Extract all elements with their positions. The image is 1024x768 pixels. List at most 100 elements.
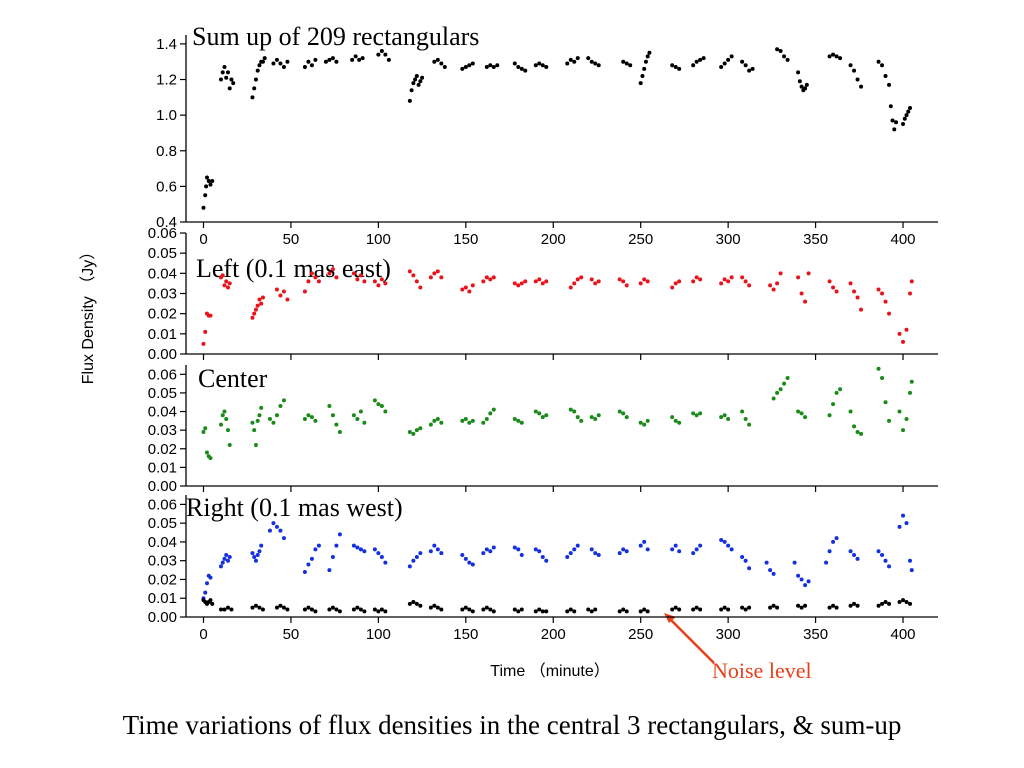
data-point xyxy=(575,543,580,548)
y-tick-label: 0.6 xyxy=(156,178,177,195)
y-tick-label: 0.02 xyxy=(148,441,177,458)
data-point xyxy=(799,411,804,416)
data-point xyxy=(255,303,260,308)
data-point xyxy=(880,601,885,606)
data-point xyxy=(596,413,601,418)
data-point xyxy=(250,551,255,556)
data-point xyxy=(887,418,892,423)
data-point xyxy=(418,285,423,290)
data-point xyxy=(411,273,416,278)
data-point xyxy=(892,127,897,132)
data-point xyxy=(218,77,223,82)
data-point xyxy=(677,279,682,284)
data-point xyxy=(904,416,909,421)
data-point xyxy=(638,609,643,614)
data-point xyxy=(512,61,517,66)
data-point xyxy=(519,553,524,558)
data-point xyxy=(621,59,626,64)
data-point xyxy=(428,275,433,280)
data-point xyxy=(358,607,363,612)
data-point xyxy=(432,418,437,423)
data-point xyxy=(624,283,629,288)
data-point xyxy=(206,179,211,184)
data-point xyxy=(638,420,643,425)
y-tick-label: 0.02 xyxy=(148,571,177,588)
data-point xyxy=(593,551,598,556)
data-point xyxy=(281,398,286,403)
data-point xyxy=(491,545,496,550)
data-point xyxy=(407,430,412,435)
data-point xyxy=(831,52,836,57)
data-point xyxy=(909,279,914,284)
data-point xyxy=(488,411,493,416)
data-point xyxy=(372,547,377,552)
data-point xyxy=(876,287,881,292)
data-point xyxy=(495,63,500,68)
data-point xyxy=(670,547,675,552)
data-point xyxy=(880,291,885,296)
data-point xyxy=(420,75,425,80)
data-point xyxy=(222,556,227,561)
data-point xyxy=(540,63,545,68)
data-point xyxy=(257,605,262,610)
x-tick-label: 200 xyxy=(541,626,566,643)
data-point xyxy=(698,277,703,282)
data-point xyxy=(306,279,311,284)
data-point xyxy=(572,609,577,614)
data-point xyxy=(806,579,811,584)
data-point xyxy=(267,416,272,421)
data-point xyxy=(379,554,384,559)
data-point xyxy=(778,387,783,392)
data-point xyxy=(533,547,538,552)
data-point xyxy=(435,416,440,421)
data-point xyxy=(897,599,902,604)
data-point xyxy=(231,81,236,86)
data-point xyxy=(589,547,594,552)
data-point xyxy=(803,299,808,304)
data-point xyxy=(224,279,229,284)
data-point xyxy=(210,179,215,184)
data-point xyxy=(722,605,727,610)
data-point xyxy=(670,607,675,612)
data-point xyxy=(540,554,545,559)
data-point xyxy=(355,416,360,421)
data-point xyxy=(537,61,542,66)
data-point xyxy=(880,376,885,381)
data-point xyxy=(747,283,752,288)
y-tick-label: 0.04 xyxy=(148,265,177,282)
data-point xyxy=(677,66,682,71)
data-point xyxy=(640,73,645,78)
data-point xyxy=(512,416,517,421)
data-point xyxy=(224,553,229,558)
data-point xyxy=(257,63,262,68)
data-point xyxy=(267,528,272,533)
data-point xyxy=(379,277,384,282)
data-point xyxy=(516,418,521,423)
data-point xyxy=(694,547,699,552)
data-point xyxy=(220,413,225,418)
data-point xyxy=(803,583,808,588)
y-tick-label: 0.05 xyxy=(148,385,177,402)
data-point xyxy=(852,424,857,429)
data-point xyxy=(855,603,860,608)
data-point xyxy=(376,551,381,556)
data-point xyxy=(460,418,465,423)
data-point xyxy=(565,554,570,559)
data-point xyxy=(701,56,706,61)
y-tick-label: 0.04 xyxy=(148,404,177,421)
data-point xyxy=(225,285,230,290)
data-point xyxy=(327,57,332,62)
data-point xyxy=(673,605,678,610)
data-point xyxy=(274,605,279,610)
data-point xyxy=(203,193,208,198)
data-point xyxy=(645,54,650,59)
data-point xyxy=(488,63,493,68)
data-point xyxy=(540,609,545,614)
data-point xyxy=(274,524,279,529)
data-point xyxy=(778,49,783,54)
data-point xyxy=(274,413,279,418)
data-point xyxy=(407,269,412,274)
data-point xyxy=(586,56,591,61)
data-point xyxy=(722,539,727,544)
panel-title: Right (0.1 mas west) xyxy=(186,493,403,522)
